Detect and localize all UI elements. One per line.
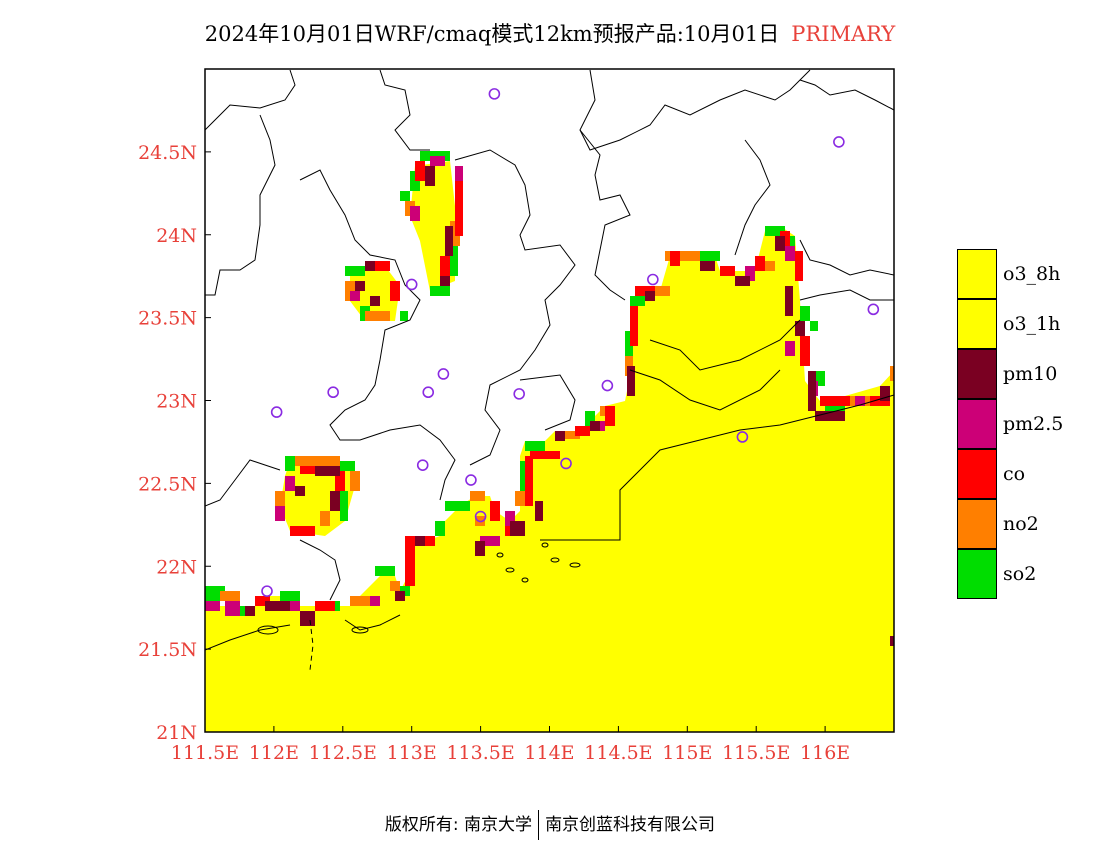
station-marker <box>270 406 283 418</box>
y-tick-label: 22N <box>156 556 197 578</box>
legend-label: pm2.5 <box>1003 413 1064 435</box>
station-marker <box>560 457 572 470</box>
legend-label: so2 <box>1003 563 1037 585</box>
station-marker <box>465 474 477 486</box>
y-tick-label: 23.5N <box>138 308 197 330</box>
legend-swatch <box>957 549 997 599</box>
y-tick-label: 21N <box>156 722 197 744</box>
x-axis-ticks: 111.5E 112E 112.5E 113E 113.5E 114E 114.5E 115E… <box>171 726 850 764</box>
station-marker <box>867 303 880 316</box>
station-marker <box>437 368 450 380</box>
x-tick-label: 114.5E <box>584 742 652 764</box>
legend-label: no2 <box>1003 513 1039 535</box>
x-tick-label: 114E <box>524 742 574 764</box>
boundary-lines <box>205 69 894 671</box>
legend-swatch <box>957 249 997 299</box>
x-tick-label: 116E <box>800 742 850 764</box>
map-title: 2024年10月01日WRF/cmaq模式12km预报产品:10月01日 PRIM… <box>0 18 1100 48</box>
station-marker <box>736 431 749 443</box>
pm10-cells <box>245 166 894 646</box>
y-tick-label: 24N <box>156 225 197 247</box>
station-marker <box>405 278 418 291</box>
legend-swatch <box>957 499 997 549</box>
x-tick-label: 112.5E <box>309 742 377 764</box>
station-marker <box>601 379 614 392</box>
station-marker <box>833 136 845 148</box>
legend-swatch <box>957 299 997 349</box>
y-tick-label: 21.5N <box>138 639 197 661</box>
x-tick-label: 111.5E <box>171 742 239 764</box>
y-tick-label: 23N <box>156 391 197 413</box>
legend-swatch <box>957 349 997 399</box>
x-tick-label: 113.5E <box>446 742 514 764</box>
station-marker <box>261 585 273 597</box>
station-marker <box>327 386 339 399</box>
station-marker <box>422 386 435 399</box>
footer-left: 版权所有: 南京大学 <box>384 815 533 835</box>
legend-swatch <box>957 399 997 449</box>
x-tick-label: 112E <box>249 742 299 764</box>
x-tick-label: 115.5E <box>722 742 790 764</box>
footer-right: 南京创蓝科技有限公司 <box>545 815 716 835</box>
y-axis-ticks: 24.5N 24N 23.5N 23N 22.5N 22N 21.5N 21N <box>138 142 211 744</box>
legend-label: pm10 <box>1003 363 1058 385</box>
legend-swatch <box>957 449 997 499</box>
title-main: 2024年10月01日WRF/cmaq模式12km预报产品:10月01日 <box>204 22 780 46</box>
station-marker <box>488 88 501 100</box>
y-tick-label: 24.5N <box>138 142 197 164</box>
copyright-footer: 版权所有: 南京大学 南京创蓝科技有限公司 <box>0 810 1100 840</box>
y-tick-label: 22.5N <box>138 473 197 495</box>
x-tick-label: 113E <box>387 742 437 764</box>
station-marker <box>416 459 429 471</box>
legend-label: o3_8h <box>1003 263 1061 285</box>
station-marker <box>474 510 487 523</box>
title-tag: PRIMARY <box>791 22 896 46</box>
station-marker <box>513 388 525 400</box>
station-markers <box>261 88 880 597</box>
islands <box>257 542 581 635</box>
station-marker <box>647 273 659 286</box>
footer-separator <box>538 810 540 840</box>
legend-label: o3_1h <box>1003 313 1061 335</box>
legend-label: co <box>1003 463 1026 485</box>
x-tick-label: 115E <box>662 742 712 764</box>
